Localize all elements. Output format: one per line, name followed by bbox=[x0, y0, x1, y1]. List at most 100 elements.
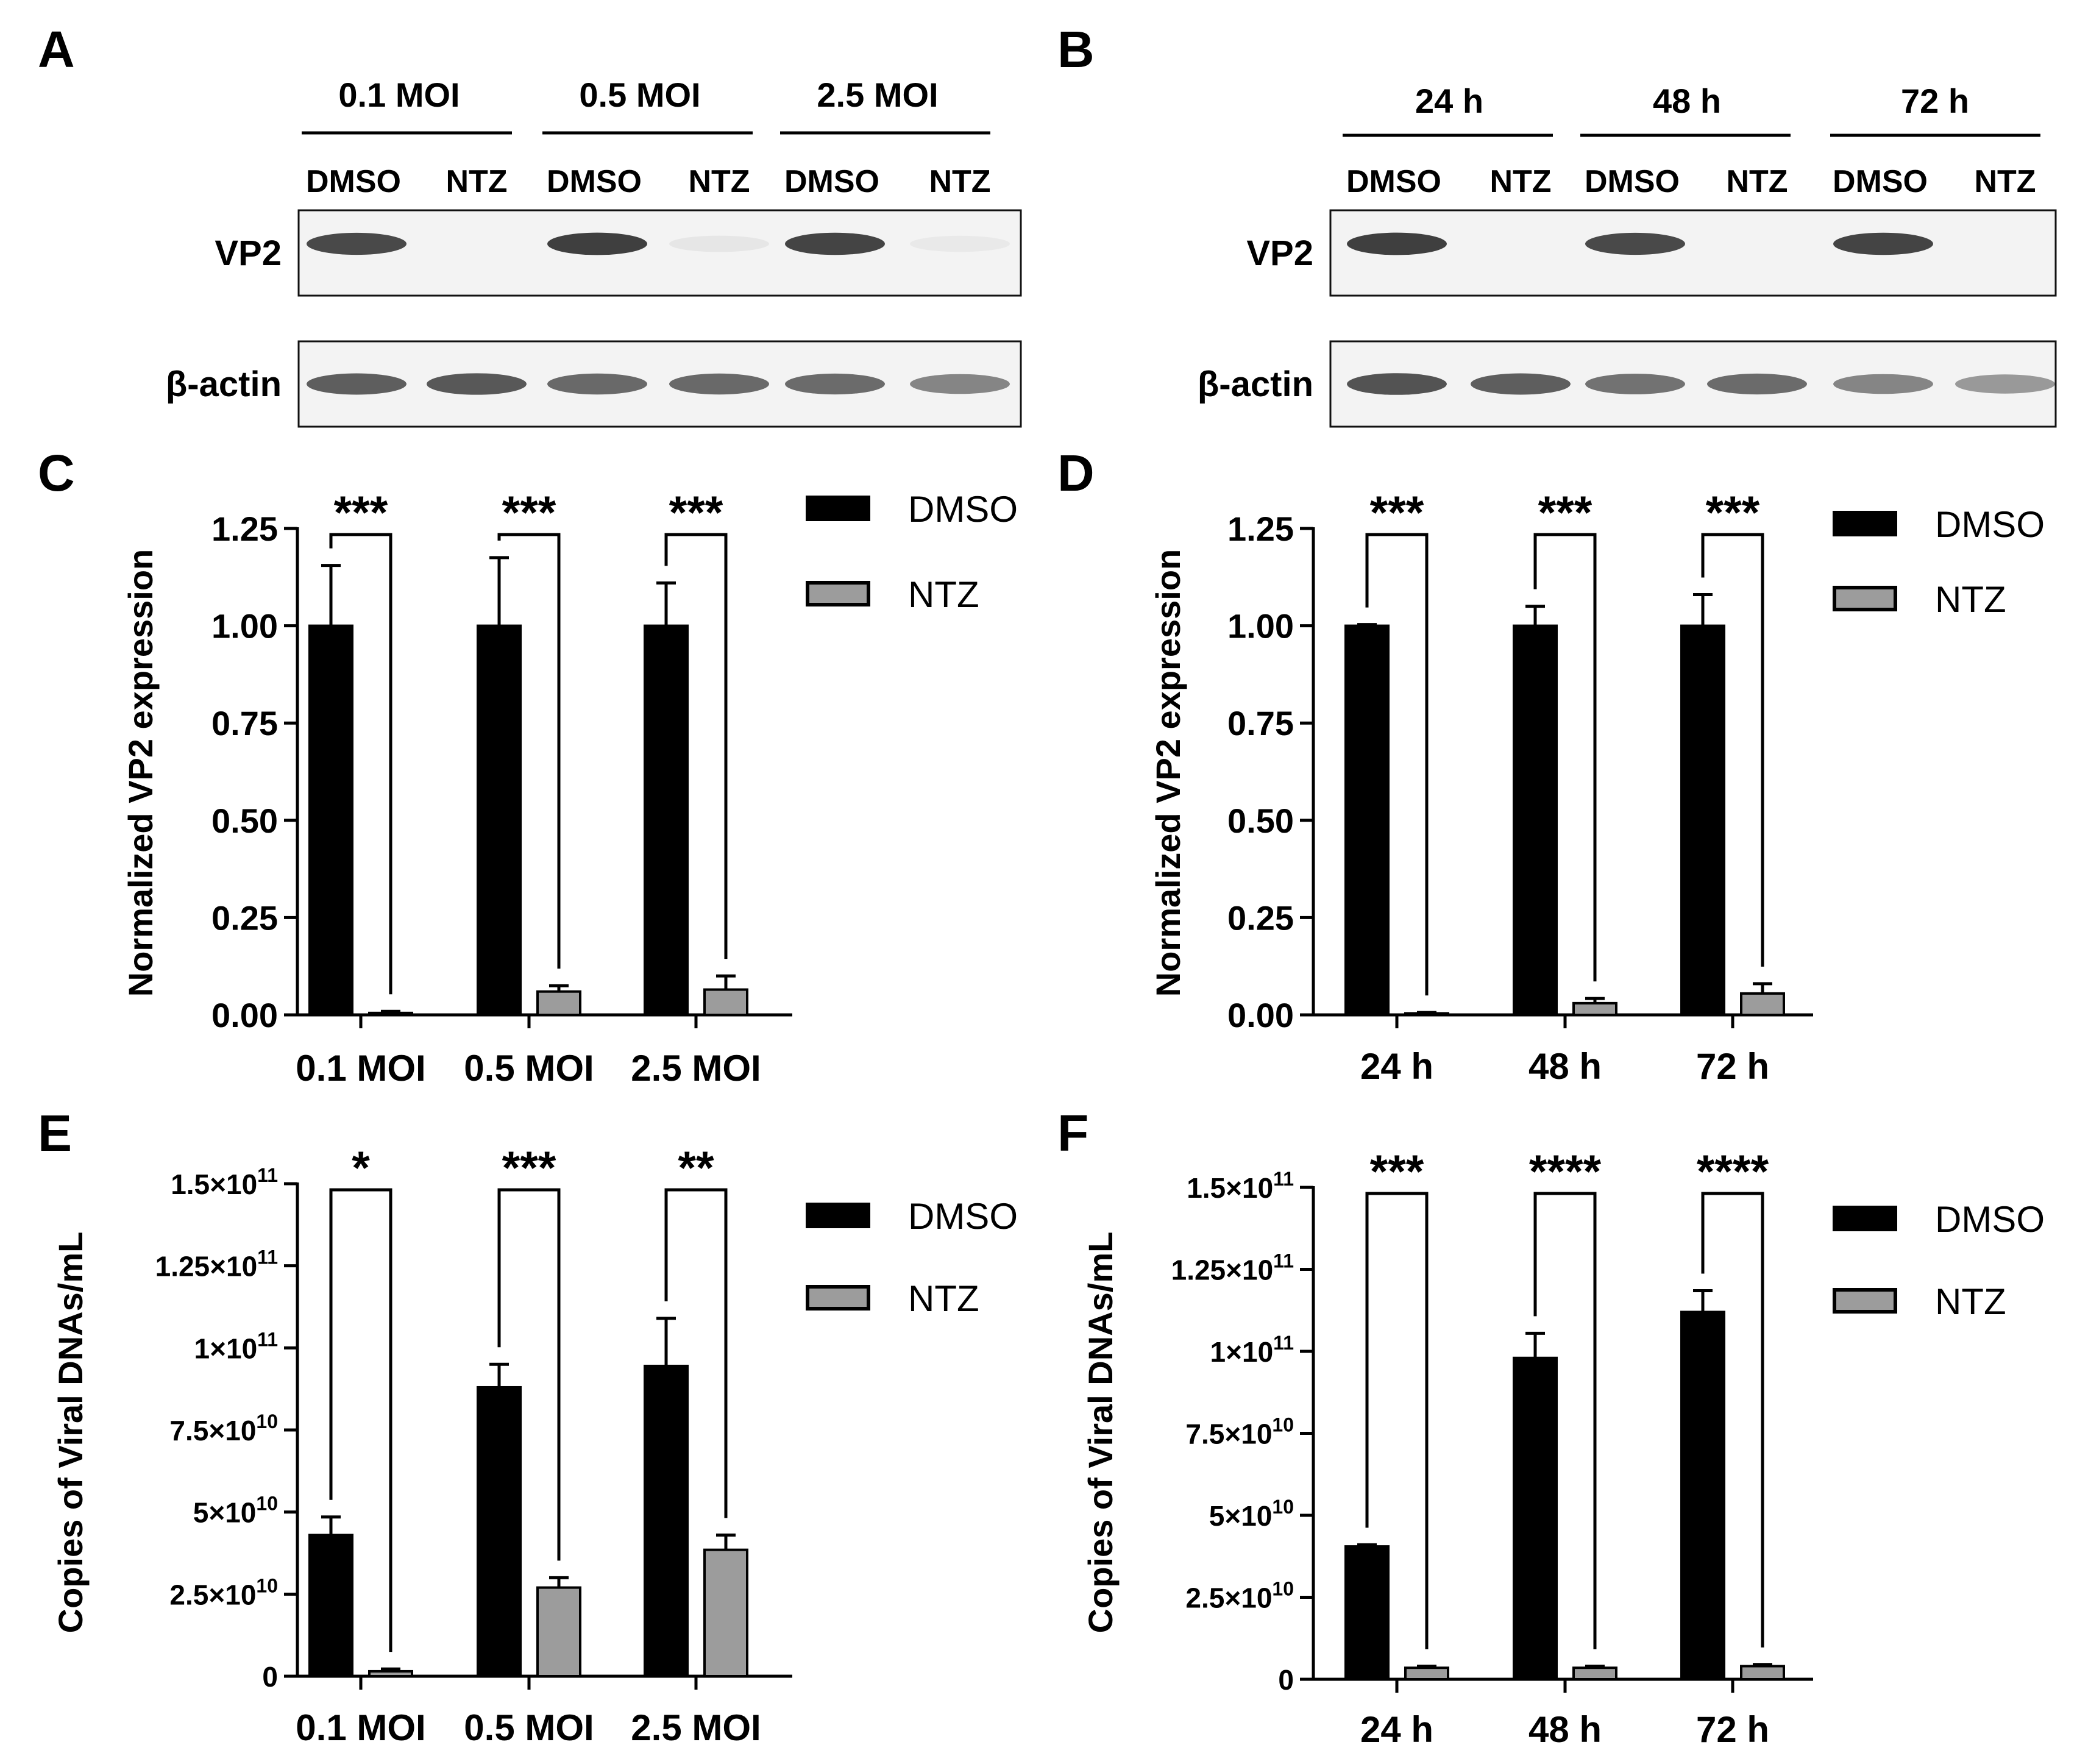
chart-c: Normalized VP2 expression 0.00 0.25 0.50 0.7… bbox=[121, 487, 1018, 1089]
legend-swatch-ntz bbox=[806, 1285, 870, 1311]
y-tick-label: 0.50 bbox=[211, 802, 278, 840]
blot-band bbox=[547, 232, 647, 255]
blot-group-label: 2.5 MOI bbox=[817, 76, 938, 114]
y-tick-label: 2.5×1010 bbox=[169, 1574, 278, 1610]
legend-label-dmso: DMSO bbox=[1935, 1199, 2045, 1240]
legend-swatch-dmso bbox=[1833, 1206, 1897, 1231]
bar-dmso bbox=[1680, 1311, 1725, 1680]
bar-ntz bbox=[536, 1586, 581, 1678]
legend-label-ntz: NTZ bbox=[908, 1278, 979, 1319]
blot-lane-label: NTZ bbox=[1974, 164, 2036, 199]
blot-lane-label: DMSO bbox=[547, 164, 642, 199]
blot-band bbox=[1585, 374, 1685, 394]
bar-dmso bbox=[477, 624, 522, 1016]
blot-lane-label: NTZ bbox=[446, 164, 507, 199]
x-tick-label: 48 h bbox=[1528, 1046, 1602, 1087]
blot-band bbox=[307, 232, 407, 255]
panel-letter-e: E bbox=[38, 1104, 72, 1162]
blot-membrane bbox=[1329, 209, 2057, 297]
blot-lane-label: NTZ bbox=[688, 164, 750, 199]
y-tick-label: 7.5×1010 bbox=[1185, 1414, 1294, 1450]
panel-letter-a: A bbox=[38, 21, 75, 78]
significance-bracket bbox=[1701, 1192, 1764, 1648]
significance-bracket bbox=[664, 533, 728, 959]
bar-dmso bbox=[1513, 1356, 1558, 1680]
x-tick-label: 0.5 MOI bbox=[464, 1707, 594, 1748]
blot-row-label: β-actin bbox=[166, 365, 282, 404]
x-tick-label: 0.1 MOI bbox=[296, 1707, 425, 1748]
y-tick-label: 0.75 bbox=[1227, 704, 1294, 742]
blot-band bbox=[1471, 373, 1571, 395]
western-blot-layer: 0.1 MOI 0.5 MOI 2.5 MOI DMSO NTZ DMSO NTZ DMSO N… bbox=[166, 76, 2057, 428]
blot-band bbox=[1955, 374, 2055, 394]
bar-chart-layer: Normalized VP2 expression 0.00 0.25 0.50 0.7… bbox=[51, 487, 2045, 1750]
blot-band bbox=[1833, 232, 1933, 255]
significance-stars: *** bbox=[334, 487, 388, 539]
significance-bracket bbox=[1533, 1192, 1597, 1649]
y-tick-label: 0 bbox=[1278, 1664, 1294, 1696]
bar-dmso bbox=[477, 1385, 522, 1678]
blot-membrane bbox=[297, 340, 1022, 428]
y-tick-label: 5×1010 bbox=[1209, 1496, 1294, 1532]
bar-ntz bbox=[1572, 1001, 1617, 1017]
legend-label-dmso: DMSO bbox=[908, 489, 1018, 530]
blot-group-label: 24 h bbox=[1415, 82, 1483, 120]
bar-ntz bbox=[703, 988, 748, 1017]
blot-lane-label: DMSO bbox=[306, 164, 401, 199]
legend-label-dmso: DMSO bbox=[1935, 504, 2045, 545]
y-tick-label: 1.5×1011 bbox=[171, 1164, 278, 1200]
blot-band bbox=[1833, 374, 1933, 394]
blot-row-label: VP2 bbox=[215, 233, 282, 273]
bar-dmso bbox=[308, 624, 353, 1016]
significance-bracket bbox=[329, 1188, 392, 1652]
bar-ntz bbox=[1404, 1666, 1449, 1680]
significance-stars: *** bbox=[1706, 487, 1760, 539]
blot-lane-label: NTZ bbox=[929, 164, 990, 199]
significance-stars: *** bbox=[1370, 487, 1424, 539]
y-axis-label: Copies of Viral DNAs/mL bbox=[51, 1232, 90, 1634]
significance-bracket bbox=[497, 533, 561, 969]
chart-d: Normalized VP2 expression 0.00 0.25 0.50 0.7… bbox=[1149, 487, 2045, 1087]
legend-label-ntz: NTZ bbox=[1935, 1281, 2006, 1322]
y-tick-label: 2.5×1010 bbox=[1185, 1578, 1294, 1614]
blot-b: 24 h 48 h 72 h DMSO NTZ DMSO NTZ DMSO NTZ VP2 β-ac… bbox=[1198, 82, 2057, 428]
blot-lane-label: NTZ bbox=[1726, 164, 1788, 199]
legend-swatch-dmso bbox=[806, 1203, 870, 1228]
x-tick-label: 24 h bbox=[1360, 1709, 1433, 1750]
blot-lane-label: DMSO bbox=[784, 164, 879, 199]
legend-label-ntz: NTZ bbox=[908, 574, 979, 615]
y-tick-label: 1.25 bbox=[1227, 510, 1294, 548]
blot-band bbox=[1347, 373, 1447, 395]
legend-swatch-ntz bbox=[1833, 586, 1897, 611]
y-tick-label: 0.50 bbox=[1227, 802, 1294, 840]
bar-ntz bbox=[1404, 1012, 1449, 1017]
blot-group-label: 0.1 MOI bbox=[338, 76, 460, 114]
y-tick-label: 1.00 bbox=[211, 607, 278, 645]
y-axis-label: Normalized VP2 expression bbox=[121, 549, 160, 997]
panel-letters: A B C D E F bbox=[38, 21, 1095, 1162]
chart-e: Copies of Viral DNAs/mL 0 2.5×1010 5×1010 7.… bbox=[51, 1142, 1018, 1748]
bar-ntz bbox=[703, 1548, 748, 1677]
blot-row-label: β-actin bbox=[1198, 365, 1313, 404]
y-tick-label: 0.00 bbox=[211, 996, 278, 1034]
significance-bracket bbox=[1365, 533, 1429, 996]
blot-band bbox=[1585, 232, 1685, 255]
bar-dmso bbox=[644, 1364, 689, 1677]
y-tick-label: 0.00 bbox=[1227, 996, 1294, 1034]
blot-group-label: 72 h bbox=[1901, 82, 1969, 120]
blot-band bbox=[1707, 373, 1807, 395]
y-tick-label: 0 bbox=[262, 1661, 278, 1693]
significance-bracket bbox=[329, 533, 392, 995]
panel-letter-b: B bbox=[1057, 21, 1095, 78]
bar-ntz bbox=[1740, 992, 1785, 1016]
y-tick-label: 1.25×1011 bbox=[1171, 1250, 1294, 1286]
y-tick-label: 7.5×1010 bbox=[169, 1410, 278, 1446]
blot-lane-label: DMSO bbox=[1585, 164, 1680, 199]
panel-letter-c: C bbox=[38, 444, 75, 502]
chart-f: Copies of Viral DNAs/mL 0 2.5×1010 5×1010 7.… bbox=[1081, 1146, 2045, 1750]
blot-lane-label: NTZ bbox=[1489, 164, 1551, 199]
blot-a: 0.1 MOI 0.5 MOI 2.5 MOI DMSO NTZ DMSO NTZ DMSO N… bbox=[166, 76, 1022, 428]
significance-stars: **** bbox=[1697, 1146, 1769, 1198]
blot-lane-label: DMSO bbox=[1833, 164, 1928, 199]
panel-letter-f: F bbox=[1057, 1104, 1088, 1162]
